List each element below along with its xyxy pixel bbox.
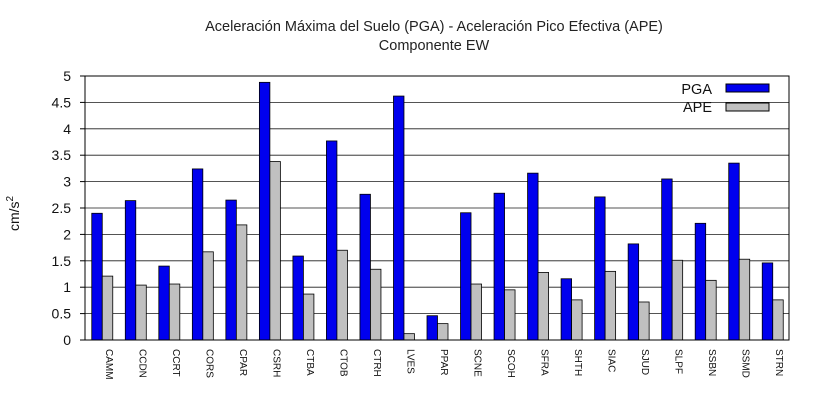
- bar-ape-scne: [470, 283, 482, 341]
- y-tick-label: 5: [63, 68, 71, 84]
- y-tick-label: 4: [63, 121, 71, 137]
- bar-pga-camm: [91, 212, 103, 341]
- bar-pga-ssbn: [694, 222, 707, 341]
- bar-ape-scoh: [504, 289, 516, 341]
- y-tick-label: 2.5: [52, 200, 72, 216]
- bar-pga-sjud: [627, 243, 640, 341]
- gridlines: [85, 102, 789, 315]
- bar-pga-siac: [594, 196, 606, 341]
- bar-pga-shth: [560, 278, 572, 341]
- bar-pga-ppar: [426, 315, 438, 341]
- bar-pga-ctba: [292, 255, 304, 341]
- bar-pga-slpf: [661, 178, 673, 341]
- bar-ape-slpf: [671, 259, 684, 341]
- y-axis-label: cm/s2: [5, 195, 22, 231]
- x-category-label: CORS: [203, 349, 214, 378]
- bar-pga-ctob: [326, 140, 338, 341]
- legend-swatch-pga: [725, 83, 770, 93]
- bar-pga-sfra: [527, 172, 539, 341]
- legend-label-pga: PGA: [681, 82, 712, 98]
- bar-pga-strn: [761, 262, 774, 341]
- bars: [91, 81, 784, 341]
- bar-ape-csrh: [269, 161, 281, 341]
- bar-pga-ccrt: [158, 265, 170, 341]
- x-category-label: SFRA: [539, 349, 550, 376]
- bar-ape-ccdn: [135, 284, 147, 341]
- x-axis-categories: CAMM CCDN CCRT CORS CPAR CSRH CTBA CTOB CTRH LVES…: [103, 349, 784, 380]
- x-category-label: CTBA: [304, 349, 315, 376]
- x-category-label: SIAC: [606, 349, 617, 372]
- bar-pga-ssmd: [728, 162, 740, 341]
- x-category-label: LVES: [404, 349, 415, 374]
- bar-ape-sjud: [638, 301, 650, 341]
- x-category-label: CCDN: [136, 349, 147, 378]
- bar-ape-ssbn: [705, 279, 717, 341]
- bar-pga-scne: [460, 212, 472, 341]
- bar-ape-strn: [772, 299, 784, 341]
- x-category-label: SJUD: [639, 349, 650, 375]
- x-category-label: CAMM: [103, 349, 114, 380]
- y-axis-unit-exponent: 2: [5, 195, 16, 201]
- x-category-label: SHTH: [572, 349, 583, 376]
- chart-subtitle: Componente EW: [379, 38, 490, 54]
- bar-ape-cors: [202, 251, 214, 341]
- bar-pga-scoh: [493, 192, 505, 341]
- bar-pga-csrh: [258, 81, 271, 341]
- legend-label-ape: APE: [683, 100, 712, 116]
- x-category-label: PPAR: [438, 349, 449, 376]
- legend: PGA APE: [681, 82, 770, 116]
- y-tick-label: 1.5: [52, 253, 72, 269]
- bar-ape-camm: [101, 275, 114, 341]
- bar-ape-ssmd: [738, 258, 751, 341]
- x-category-label: CTRH: [371, 349, 382, 377]
- x-category-label: CTOB: [337, 349, 348, 377]
- x-category-label: SCNE: [472, 349, 483, 377]
- bar-ape-siac: [604, 270, 617, 341]
- y-tick-label: 3.5: [52, 147, 72, 163]
- bar-pga-ccdn: [124, 200, 137, 341]
- bar-ape-ctob: [336, 249, 348, 341]
- legend-swatch-ape: [725, 102, 770, 112]
- chart-title: Aceleración Máxima del Suelo (PGA) - Ace…: [205, 19, 663, 35]
- plot-frame: [84, 75, 790, 341]
- y-axis-ticks: 0 0.5 1 1.5 2 2.5 3 3.5 4 4.5 5: [52, 68, 85, 348]
- x-category-label: STRN: [773, 349, 784, 376]
- bar-pga-lves: [393, 95, 405, 341]
- bar-ape-ctba: [303, 293, 315, 341]
- y-tick-label: 4.5: [52, 94, 72, 110]
- bar-ape-sfra: [537, 272, 549, 341]
- y-tick-label: 3: [63, 174, 71, 190]
- bar-pga-ctrh: [359, 193, 371, 341]
- x-category-label: CCRT: [170, 349, 181, 377]
- y-tick-label: 0.5: [52, 306, 72, 322]
- x-category-label: CSRH: [270, 349, 281, 377]
- bar-ape-lves: [403, 333, 415, 341]
- x-category-label: SSBN: [706, 349, 717, 376]
- y-tick-label: 0: [63, 332, 71, 348]
- y-tick-label: 1: [63, 279, 71, 295]
- bar-ape-shth: [571, 299, 583, 341]
- bar-ape-ppar: [437, 323, 449, 341]
- bar-pga-cpar: [225, 199, 237, 341]
- y-axis-unit: cm/s: [6, 201, 22, 231]
- bar-pga-cors: [191, 168, 204, 341]
- bar-ape-ctrh: [370, 268, 382, 341]
- y-tick-label: 2: [63, 226, 71, 242]
- x-category-label: CPAR: [237, 349, 248, 376]
- x-category-label: SSMD: [740, 349, 751, 378]
- bar-ape-ccrt: [168, 283, 181, 341]
- x-category-label: SCOH: [505, 349, 516, 378]
- x-category-label: SLPF: [673, 349, 684, 374]
- bar-ape-cpar: [235, 224, 248, 341]
